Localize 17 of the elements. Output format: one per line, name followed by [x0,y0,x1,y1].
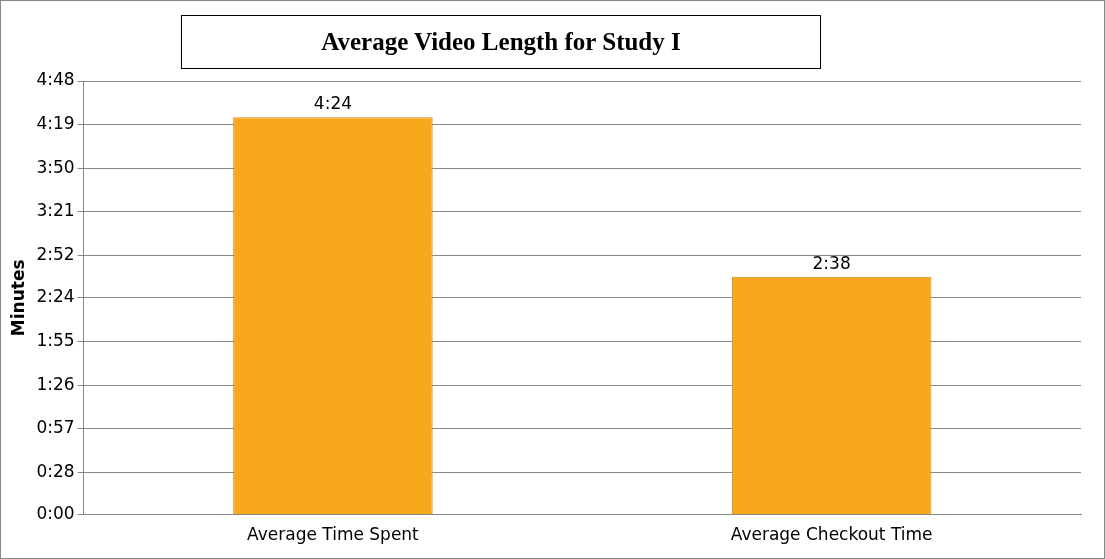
y-tick-label: 0:57 [36,417,75,438]
chart-title: Average Video Length for Study I [321,28,681,56]
data-label: 2:38 [812,252,851,273]
y-tick-label: 0:28 [36,460,75,481]
y-tick-label: 4:48 [36,69,75,90]
y-tick-label: 1:55 [36,329,75,350]
y-tick-label: 2:24 [36,286,75,307]
y-axis-title: Minutes [7,259,28,337]
data-label: 4:24 [313,93,353,114]
x-tick-label: Average Checkout Time [730,524,933,545]
y-tick-label: 1:26 [36,373,75,394]
y-tick-label: 0:00 [36,503,75,524]
y-tick-label: 3:50 [36,156,75,177]
y-tick-label: 2:52 [36,244,75,265]
x-tick-label: Average Time Spent [247,524,420,545]
y-tick-label: 3:21 [36,200,75,221]
y-tick-label: 4:19 [36,113,75,134]
